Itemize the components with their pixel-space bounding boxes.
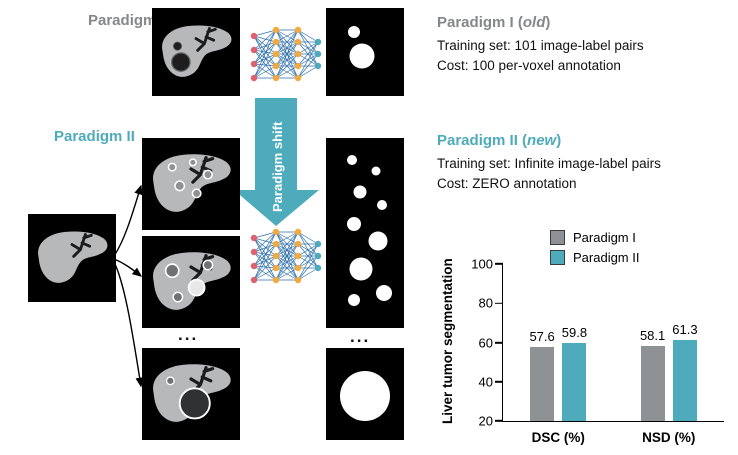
synthetic-liver-variant-3: [142, 348, 240, 440]
legend-item: Paradigm I: [550, 230, 639, 245]
chart-legend: Paradigm I Paradigm II: [550, 230, 639, 265]
chart-category-group: 57.6 59.8 DSC (%): [503, 264, 614, 445]
bar-paradigm-ii: [562, 342, 587, 421]
source-liver-image: [28, 214, 116, 302]
paradigm1-input-image: [152, 8, 240, 96]
bar-column: 58.1: [640, 328, 665, 421]
x-category-label: DSC (%): [531, 430, 585, 445]
y-tick-label: 100: [471, 256, 493, 272]
chart-y-axis-label: Liver tumor segmentation: [440, 258, 455, 424]
y-tick-mark: [495, 263, 503, 265]
y-tick-label: 60: [478, 335, 493, 350]
bar-value-label: 59.8: [561, 324, 588, 340]
tumor-mask-image-icon: [340, 371, 390, 421]
paradigm1-mask-image: [326, 8, 404, 96]
bar-value-label: 61.3: [672, 321, 698, 337]
synthetic-liver-variant-2: [142, 236, 240, 328]
bar-chart: Liver tumor segmentation Paradigm I Parad…: [438, 226, 736, 454]
chart-plot: 20 40 60 80 100 57.6 59.8 DSC (%) 58.1 61.3 NSD (%…: [471, 257, 725, 445]
y-tick-mark: [495, 302, 503, 305]
x-category-label: NSD (%): [642, 430, 696, 445]
legend-label: Paradigm II: [573, 250, 640, 265]
tumor-mask-image-icon: [347, 155, 392, 306]
legend-label: Paradigm I: [573, 230, 636, 245]
synthetic-mask-large-image: [326, 348, 404, 440]
paradigm2-cost-line: Cost: ZERO annotation: [437, 175, 577, 191]
variants-ellipsis: ...: [178, 325, 199, 344]
bar-paradigm-i: [530, 347, 555, 421]
neural-network-icon: [250, 26, 322, 82]
tumor-mask-image-icon: [348, 26, 375, 69]
legend-item: Paradigm II: [550, 250, 639, 265]
paradigm-shift-arrow-icon: Paradigm shift: [234, 98, 319, 226]
paradigm1-label: Paradigm I: [88, 12, 165, 29]
bar-column: 57.6: [529, 329, 555, 421]
paradigm1-training-line: Training set: 101 image-label pairs: [437, 37, 644, 53]
neural-network-icon: [250, 228, 322, 284]
paradigm2-info: Paradigm II (new) Training set: Infinite…: [437, 130, 661, 194]
bar-paradigm-i: [640, 346, 665, 421]
legend-swatch: [550, 230, 565, 245]
y-tick-label: 80: [478, 295, 493, 311]
y-tick-mark: [495, 380, 503, 383]
bar-column: 61.3: [672, 321, 698, 421]
paradigm1-info: Paradigm I (old) Training set: 101 image…: [437, 12, 644, 76]
paradigm2-label: Paradigm II: [54, 128, 135, 145]
synthetic-liver-variant-1: [142, 138, 240, 230]
y-tick-label: 20: [478, 413, 493, 429]
chart-category-group: 58.1 61.3 NSD (%): [614, 264, 725, 445]
paradigm2-training-line: Training set: Infinite image-label pairs: [437, 155, 661, 171]
synthetic-mask-stack-image: [326, 138, 404, 328]
paradigm2-info-title: Paradigm II (new): [437, 132, 562, 149]
bar-value-label: 57.6: [529, 329, 555, 345]
y-tick-label: 40: [478, 374, 493, 390]
paradigm1-cost-line: Cost: 100 per-voxel annotation: [437, 57, 621, 73]
bar-paradigm-ii: [672, 339, 697, 421]
y-tick-mark: [495, 341, 503, 344]
liver-ct-image-icon: [36, 230, 109, 285]
paradigm-shift-arrow-label: Paradigm shift: [270, 121, 285, 212]
branching-arrows-icon: [113, 184, 144, 388]
liver-ct-image-icon: [151, 152, 233, 214]
liver-ct-image-icon: [160, 24, 233, 79]
masks-ellipsis: ...: [350, 327, 371, 346]
liver-ct-image-icon: [151, 250, 233, 312]
bar-column: 59.8: [562, 325, 587, 421]
y-tick-mark: [495, 420, 503, 422]
paradigm1-info-title: Paradigm I (old): [437, 14, 551, 31]
bar-value-label: 58.1: [639, 328, 666, 344]
liver-ct-image-icon: [151, 362, 233, 424]
legend-swatch: [550, 250, 565, 265]
